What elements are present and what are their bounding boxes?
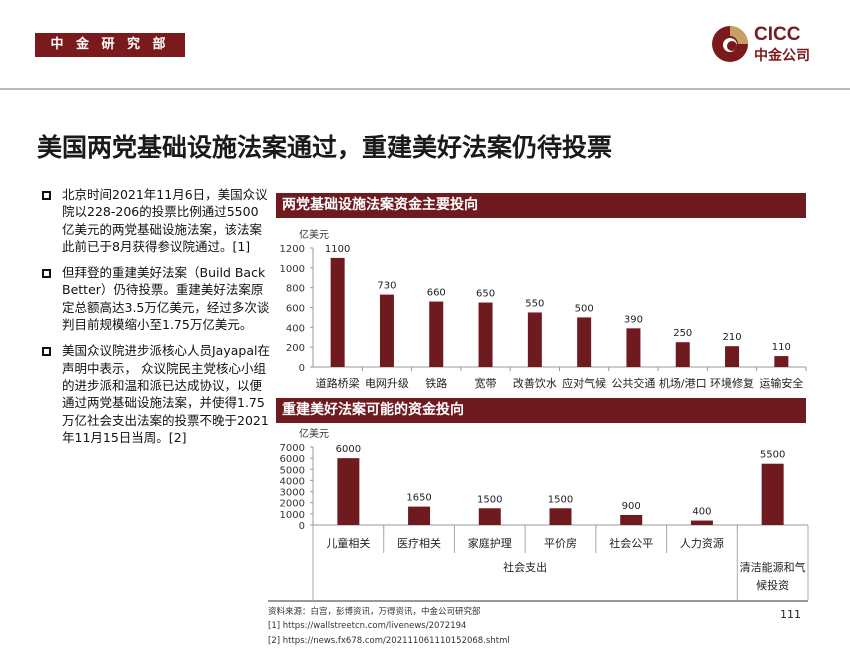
page-title: 美国两党基础设施法案通过，重建美好法案仍待投票	[37, 133, 613, 162]
y-tick-label: 1000	[280, 264, 305, 275]
data-label: 650	[476, 289, 495, 300]
bullet-list: 北京时间2021年11月6日，美国众议院以228-206的投票比例通过5500亿…	[40, 186, 270, 455]
category-label: 家庭护理	[468, 536, 512, 550]
bar	[527, 312, 542, 367]
bullet-text: 美国众议院进步派核心人员Jayapal在声明中表示， 众议院民主党核心小组的进步…	[62, 343, 270, 445]
cicc-logo: CICC 中金公司	[710, 24, 825, 64]
data-label: 6000	[336, 444, 361, 455]
footer-divider	[268, 600, 808, 602]
logo-mark-icon	[712, 26, 748, 62]
y-tick-label: 400	[286, 323, 305, 334]
data-label: 400	[692, 507, 711, 518]
bar	[725, 346, 740, 367]
category-label: 铁路	[425, 377, 447, 390]
category-label: 环境修复	[710, 376, 754, 390]
bar	[675, 342, 690, 367]
category-label: 社会公平	[609, 536, 653, 550]
y-tick-label: 5000	[280, 465, 305, 476]
department-label: 中 金 研 究 部	[35, 33, 185, 57]
bar	[478, 302, 493, 367]
page-number: 111	[780, 608, 801, 621]
y-tick-label: 0	[299, 363, 305, 374]
bar	[429, 301, 444, 367]
bar	[577, 317, 592, 367]
category-label: 公共交通	[611, 376, 655, 390]
bar	[761, 463, 784, 525]
data-label: 730	[377, 281, 396, 292]
data-label: 1650	[406, 493, 431, 504]
y-tick-label: 600	[286, 304, 305, 315]
group-label-line2: 候投资	[756, 578, 789, 592]
data-label: 660	[427, 288, 446, 299]
logo-text-cn: 中金公司	[754, 48, 810, 64]
y-tick-label: 0	[299, 521, 305, 532]
data-label: 1500	[548, 494, 573, 505]
data-label: 110	[772, 342, 791, 353]
reference-2[interactable]: [2] https://news.fx678.com/2021110611101…	[268, 636, 510, 646]
bar	[330, 257, 345, 367]
y-tick-label: 7000	[280, 443, 305, 454]
bar	[626, 328, 641, 367]
bar	[549, 508, 572, 525]
category-label: 人力资源	[680, 536, 724, 550]
bar	[408, 506, 431, 525]
category-label: 机场/港口	[659, 376, 707, 390]
y-tick-label: 6000	[280, 454, 305, 465]
category-label: 儿童相关	[326, 536, 370, 550]
logo-text-en: CICC	[754, 24, 801, 45]
y-tick-label: 800	[286, 284, 305, 295]
category-label: 道路桥梁	[316, 376, 360, 390]
data-label: 390	[624, 314, 643, 325]
bar	[620, 514, 643, 525]
y-tick-label: 2000	[280, 499, 305, 510]
data-label: 210	[723, 332, 742, 343]
chart1-title: 两党基础设施法案资金主要投向	[276, 193, 806, 218]
category-label: 平价房	[544, 537, 577, 550]
data-label: 900	[622, 501, 641, 512]
category-label: 电网升级	[365, 377, 409, 390]
source-note: 资料来源：白宫，彭博资讯，万得资讯，中金公司研究部	[268, 607, 481, 617]
category-label: 医疗相关	[397, 536, 441, 550]
y-tick-label: 4000	[280, 476, 305, 487]
chart2-title: 重建美好法案可能的资金投向	[276, 398, 806, 423]
bar	[379, 294, 394, 367]
y-tick-label: 1200	[280, 244, 305, 255]
data-label: 500	[575, 303, 594, 314]
bullet-item: 美国众议院进步派核心人员Jayapal在声明中表示， 众议院民主党核心小组的进步…	[40, 342, 270, 446]
data-label: 5500	[760, 450, 785, 461]
category-label: 运输安全	[759, 376, 803, 390]
category-label: 应对气候	[562, 376, 606, 390]
data-label: 250	[673, 328, 692, 339]
bar	[690, 520, 713, 525]
bullet-text: 北京时间2021年11月6日，美国众议院以228-206的投票比例通过5500亿…	[62, 187, 268, 254]
chart1-infrastructure: 亿美元 0 200 400 600 800 1000 1200 1100 道路桥梁 730 电网升级 6…	[280, 228, 807, 390]
group-label-line1: 清洁能源和气	[740, 560, 806, 574]
bullet-text: 但拜登的重建美好法案（Build Back Better）仍待投票。重建美好法案…	[62, 265, 270, 333]
square-bullet-icon	[42, 191, 51, 200]
y-tick-label: 1000	[280, 510, 305, 521]
header-divider	[0, 88, 850, 90]
reference-1[interactable]: [1] https://wallstreetcn.com/livenews/20…	[268, 621, 467, 631]
bar	[774, 356, 789, 367]
bullet-item: 北京时间2021年11月6日，美国众议院以228-206的投票比例通过5500亿…	[40, 186, 270, 255]
data-label: 550	[525, 298, 544, 309]
category-label: 改善饮水	[513, 376, 557, 390]
square-bullet-icon	[42, 269, 51, 279]
group-label: 社会支出	[503, 560, 547, 574]
bullet-item: 但拜登的重建美好法案（Build Back Better）仍待投票。重建美好法案…	[40, 264, 270, 333]
category-label: 宽带	[475, 376, 497, 390]
bar	[337, 458, 360, 525]
y-tick-label: 3000	[280, 488, 305, 499]
y-axis-unit: 亿美元	[299, 427, 329, 440]
y-tick-label: 200	[286, 343, 305, 354]
y-axis-unit: 亿美元	[299, 228, 329, 241]
data-label: 1100	[325, 244, 350, 255]
bar	[478, 508, 501, 525]
data-label: 1500	[477, 494, 502, 505]
square-bullet-icon	[42, 347, 51, 357]
